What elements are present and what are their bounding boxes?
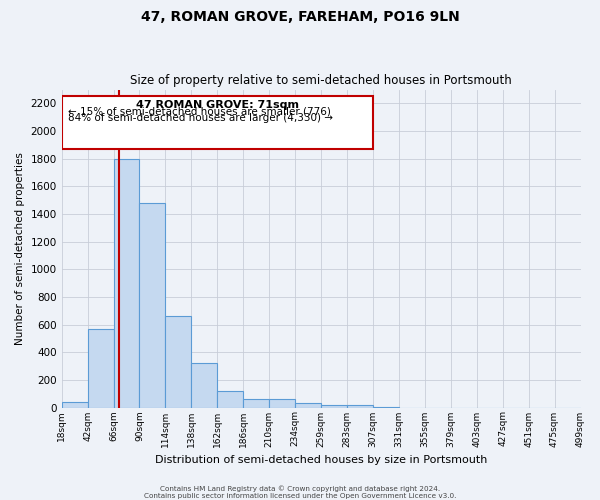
Bar bbox=[295, 402, 321, 407]
Bar bbox=[113, 158, 139, 408]
Bar bbox=[269, 399, 295, 407]
Bar bbox=[243, 398, 269, 407]
Bar bbox=[217, 391, 243, 407]
Y-axis label: Number of semi-detached properties: Number of semi-detached properties bbox=[15, 152, 25, 345]
Title: Size of property relative to semi-detached houses in Portsmouth: Size of property relative to semi-detach… bbox=[130, 74, 512, 87]
Text: 84% of semi-detached houses are larger (4,330) →: 84% of semi-detached houses are larger (… bbox=[68, 113, 333, 123]
Bar bbox=[62, 402, 88, 407]
Bar bbox=[88, 328, 113, 407]
Bar bbox=[62, 96, 373, 149]
Bar bbox=[373, 407, 399, 408]
Bar bbox=[166, 316, 191, 408]
Bar bbox=[347, 406, 373, 407]
Text: 47 ROMAN GROVE: 71sqm: 47 ROMAN GROVE: 71sqm bbox=[136, 100, 299, 110]
Text: Contains HM Land Registry data © Crown copyright and database right 2024.: Contains HM Land Registry data © Crown c… bbox=[160, 486, 440, 492]
Text: 47, ROMAN GROVE, FAREHAM, PO16 9LN: 47, ROMAN GROVE, FAREHAM, PO16 9LN bbox=[140, 10, 460, 24]
Bar bbox=[321, 404, 347, 407]
X-axis label: Distribution of semi-detached houses by size in Portsmouth: Distribution of semi-detached houses by … bbox=[155, 455, 487, 465]
Bar bbox=[191, 364, 217, 408]
Text: ← 15% of semi-detached houses are smaller (776): ← 15% of semi-detached houses are smalle… bbox=[68, 107, 331, 117]
Text: Contains public sector information licensed under the Open Government Licence v3: Contains public sector information licen… bbox=[144, 493, 456, 499]
Bar bbox=[139, 203, 166, 408]
